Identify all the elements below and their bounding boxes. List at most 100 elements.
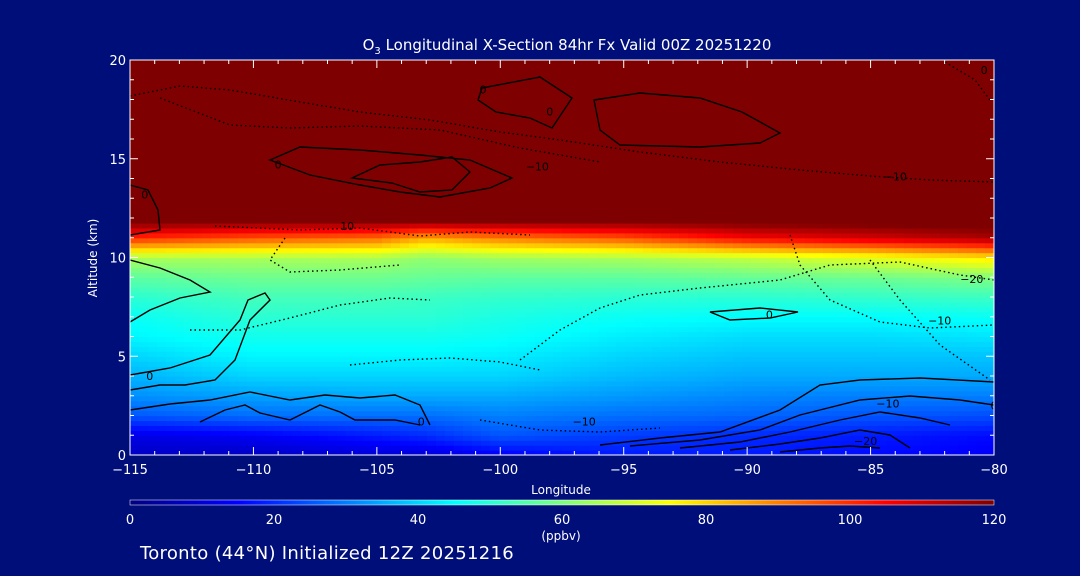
heatmap-cell [715, 425, 725, 431]
heatmap-cell [706, 366, 716, 372]
heatmap-cell [571, 326, 581, 333]
heatmap-cell [661, 213, 671, 219]
heatmap-cell [922, 341, 932, 347]
heatmap-cell [238, 203, 248, 209]
heatmap-cell [157, 282, 167, 288]
heatmap-cell [751, 277, 761, 283]
heatmap-cell [157, 262, 167, 268]
heatmap-cell [175, 316, 185, 323]
heatmap-cell [445, 203, 455, 209]
heatmap-cell [472, 311, 482, 318]
heatmap-cell [472, 232, 482, 239]
heatmap-cell [517, 430, 527, 436]
heatmap-cell [553, 385, 563, 392]
heatmap-cell [679, 292, 689, 298]
heatmap-cell [697, 331, 707, 338]
heatmap-cell [382, 208, 392, 214]
heatmap-cell [544, 287, 554, 293]
heatmap-cell [220, 380, 230, 387]
heatmap-cell [697, 440, 707, 446]
heatmap-cell [724, 257, 734, 264]
heatmap-cell [454, 376, 464, 382]
heatmap-cell [364, 227, 374, 234]
heatmap-cell [967, 400, 977, 407]
heatmap-cell [886, 222, 896, 229]
heatmap-cell [985, 346, 994, 352]
heatmap-cell [688, 257, 698, 264]
heatmap-cell [481, 198, 491, 204]
heatmap-cell [625, 361, 635, 367]
heatmap-cell [148, 257, 158, 264]
heatmap-cell [274, 390, 284, 397]
heatmap-cell [247, 262, 257, 268]
heatmap-cell [481, 385, 491, 392]
heatmap-cell [940, 257, 950, 264]
heatmap-cell [877, 316, 887, 323]
heatmap-cell [265, 395, 275, 402]
heatmap-cell [733, 380, 743, 387]
heatmap-cell [733, 435, 743, 441]
heatmap-cell [211, 306, 221, 313]
heatmap-cell [256, 415, 266, 422]
heatmap-cell [877, 232, 887, 239]
heatmap-cell [661, 311, 671, 318]
heatmap-cell [526, 272, 536, 278]
heatmap-cell [364, 331, 374, 338]
heatmap-cell [598, 242, 608, 249]
heatmap-cell [472, 213, 482, 219]
heatmap-cell [877, 203, 887, 209]
heatmap-cell [211, 385, 221, 392]
heatmap-cell [913, 445, 923, 451]
heatmap-cell [832, 232, 842, 239]
heatmap-cell [868, 247, 878, 254]
heatmap-cell [679, 227, 689, 234]
heatmap-cell [292, 390, 302, 397]
heatmap-cell [598, 257, 608, 264]
heatmap-cell [949, 198, 959, 204]
heatmap-cell [526, 208, 536, 214]
heatmap-cell [526, 425, 536, 431]
heatmap-cell [679, 400, 689, 407]
heatmap-cell [778, 331, 788, 338]
heatmap-cell [310, 450, 320, 455]
heatmap-cell [373, 297, 383, 303]
heatmap-cell [481, 203, 491, 209]
heatmap-cell [661, 395, 671, 402]
heatmap-cell [877, 356, 887, 362]
heatmap-cell [652, 297, 662, 303]
heatmap-cell [985, 218, 994, 224]
heatmap-cell [310, 267, 320, 273]
heatmap-cell [220, 267, 230, 273]
heatmap-cell [220, 371, 230, 377]
heatmap-cell [922, 282, 932, 288]
title-subscript: 3 [374, 46, 380, 57]
heatmap-cell [616, 208, 626, 214]
heatmap-cell [553, 376, 563, 382]
heatmap-cell [211, 410, 221, 417]
heatmap-cell [148, 430, 158, 436]
heatmap-cell [508, 287, 518, 293]
heatmap-cell [778, 287, 788, 293]
heatmap-cell [643, 395, 653, 402]
heatmap-cell [562, 272, 572, 278]
heatmap-cell [391, 282, 401, 288]
heatmap-cell [616, 435, 626, 441]
heatmap-cell [715, 262, 725, 268]
heatmap-cell [328, 262, 338, 268]
heatmap-cell [373, 405, 383, 412]
heatmap-cell [841, 410, 851, 417]
heatmap-cell [643, 311, 653, 318]
heatmap-cell [427, 277, 437, 283]
heatmap-cell [301, 247, 311, 254]
heatmap-cell [859, 277, 869, 283]
heatmap-cell [895, 257, 905, 264]
heatmap-cell [859, 198, 869, 204]
heatmap-cell [922, 331, 932, 338]
heatmap-cell [535, 435, 545, 441]
heatmap-cell [850, 341, 860, 347]
heatmap-cell [598, 435, 608, 441]
heatmap-cell [364, 218, 374, 224]
heatmap-cell [319, 336, 329, 343]
heatmap-cell [868, 222, 878, 229]
heatmap-cell [715, 361, 725, 367]
